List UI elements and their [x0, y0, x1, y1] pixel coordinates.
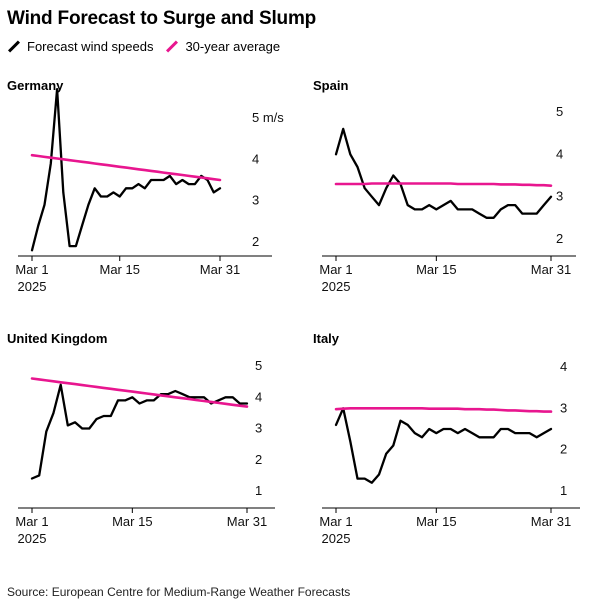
series-line-30-year-average-united-kingdom — [30, 377, 249, 408]
y-tick-label-italy: 1 — [560, 483, 567, 498]
series-line-30-year-average-germany — [30, 153, 222, 182]
x-tick-label-united-kingdom: Mar 15 — [112, 514, 152, 529]
legend-item-average: 30-year average — [165, 39, 280, 54]
y-tick-label-germany: 2 — [252, 234, 259, 249]
y-tick-label-spain: 4 — [556, 146, 563, 161]
x-tick-label-germany: 2025 — [18, 279, 47, 294]
panel-title-germany: Germany — [7, 78, 64, 93]
x-tick-label-germany: Mar 1 — [15, 262, 48, 277]
x-tick-label-italy: Mar 1 — [319, 514, 352, 529]
series-line-forecast-wind-speeds-spain — [334, 127, 553, 219]
x-tick-label-spain: 2025 — [322, 279, 351, 294]
x-tick-label-united-kingdom: Mar 31 — [227, 514, 267, 529]
x-tick-label-spain: Mar 31 — [531, 262, 571, 277]
y-tick-label-united-kingdom: 5 — [255, 358, 262, 373]
series-line-30-year-average-italy — [334, 407, 553, 413]
x-tick-label-italy: 2025 — [322, 531, 351, 546]
y-tick-label-united-kingdom: 2 — [255, 452, 262, 467]
x-tick-label-spain: Mar 15 — [416, 262, 456, 277]
y-tick-label-united-kingdom: 1 — [255, 483, 262, 498]
panel-title-spain: Spain — [313, 78, 348, 93]
series-line-forecast-wind-speeds-germany — [30, 87, 222, 252]
panel-italy: Italy 1 2 3 4 Mar 1 2025 Mar 15 Mar 31 — [313, 331, 580, 546]
legend-label-forecast: Forecast wind speeds — [27, 39, 154, 54]
y-tick-label-spain: 3 — [556, 189, 563, 204]
chart-title: Wind Forecast to Surge and Slump — [7, 8, 317, 29]
series-line-forecast-wind-speeds-italy — [334, 407, 553, 484]
x-tick-label-united-kingdom: 2025 — [18, 531, 47, 546]
legend-label-average: 30-year average — [185, 39, 281, 54]
y-tick-label-spain: 2 — [556, 231, 563, 246]
series-line-30-year-average-spain — [334, 182, 553, 187]
x-tick-label-spain: Mar 1 — [319, 262, 352, 277]
panel-title-united-kingdom: United Kingdom — [7, 331, 107, 346]
panel-germany: Germany 2 3 4 5 m/s Mar 1 2025 Mar 15 Mar 31 — [7, 78, 284, 294]
y-tick-label-spain: 5 — [556, 104, 563, 119]
y-tick-label-italy: 3 — [560, 400, 567, 415]
y-tick-label-germany: 5 m/s — [252, 110, 284, 125]
source-note: Source: European Centre for Medium-Range… — [7, 585, 351, 599]
x-tick-label-germany: Mar 15 — [99, 262, 139, 277]
x-tick-label-italy: Mar 31 — [531, 514, 571, 529]
panel-spain: Spain 2 3 4 5 Mar 1 2025 Mar 15 Mar 31 — [313, 78, 576, 294]
x-tick-label-italy: Mar 15 — [416, 514, 456, 529]
y-tick-label-italy: 2 — [560, 442, 567, 457]
series-line-forecast-wind-speeds-united-kingdom — [30, 383, 249, 480]
legend: Forecast wind speeds 30-year average — [7, 39, 292, 54]
legend-item-forecast: Forecast wind speeds — [7, 39, 153, 54]
x-tick-label-united-kingdom: Mar 1 — [15, 514, 48, 529]
y-tick-label-italy: 4 — [560, 359, 567, 374]
x-tick-label-germany: Mar 31 — [200, 262, 240, 277]
y-tick-label-germany: 3 — [252, 193, 259, 208]
y-tick-label-united-kingdom: 3 — [255, 421, 262, 436]
y-tick-label-united-kingdom: 4 — [255, 389, 262, 404]
panel-united-kingdom: United Kingdom 1 2 3 4 5 Mar 1 2025 Mar 15 Mar 31 — [7, 331, 275, 546]
y-tick-label-germany: 4 — [252, 151, 259, 166]
panel-title-italy: Italy — [313, 331, 340, 346]
